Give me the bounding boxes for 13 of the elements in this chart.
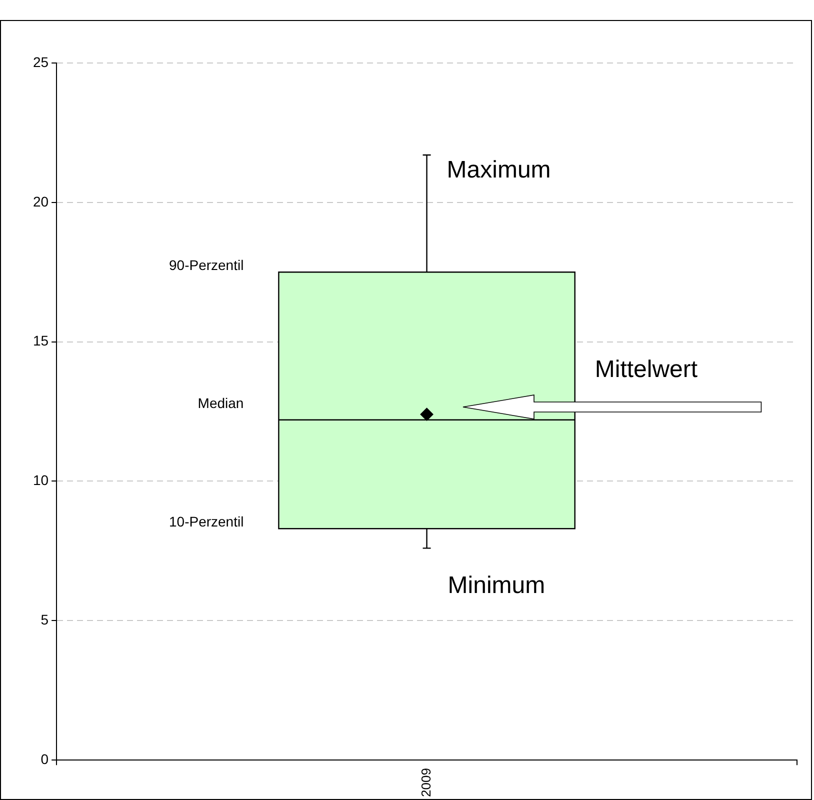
- y-tick-label: 20: [32, 193, 49, 210]
- y-tick-label: 0: [40, 750, 49, 767]
- annotation: 90-Perzentil: [168, 256, 244, 273]
- x-tick-label: 2009: [418, 768, 434, 797]
- annotation: 10-Perzentil: [168, 514, 244, 530]
- annotation: Minimum: [448, 572, 546, 599]
- y-tick-label: 10: [32, 472, 49, 488]
- y-tick-label: 15: [32, 332, 49, 349]
- annotation: Mittelwert: [594, 356, 698, 383]
- annotation: Median: [198, 394, 244, 411]
- y-tick-label: 25: [32, 54, 49, 70]
- annotation: Maximum: [446, 156, 551, 184]
- y-tick-label: 5: [40, 612, 49, 628]
